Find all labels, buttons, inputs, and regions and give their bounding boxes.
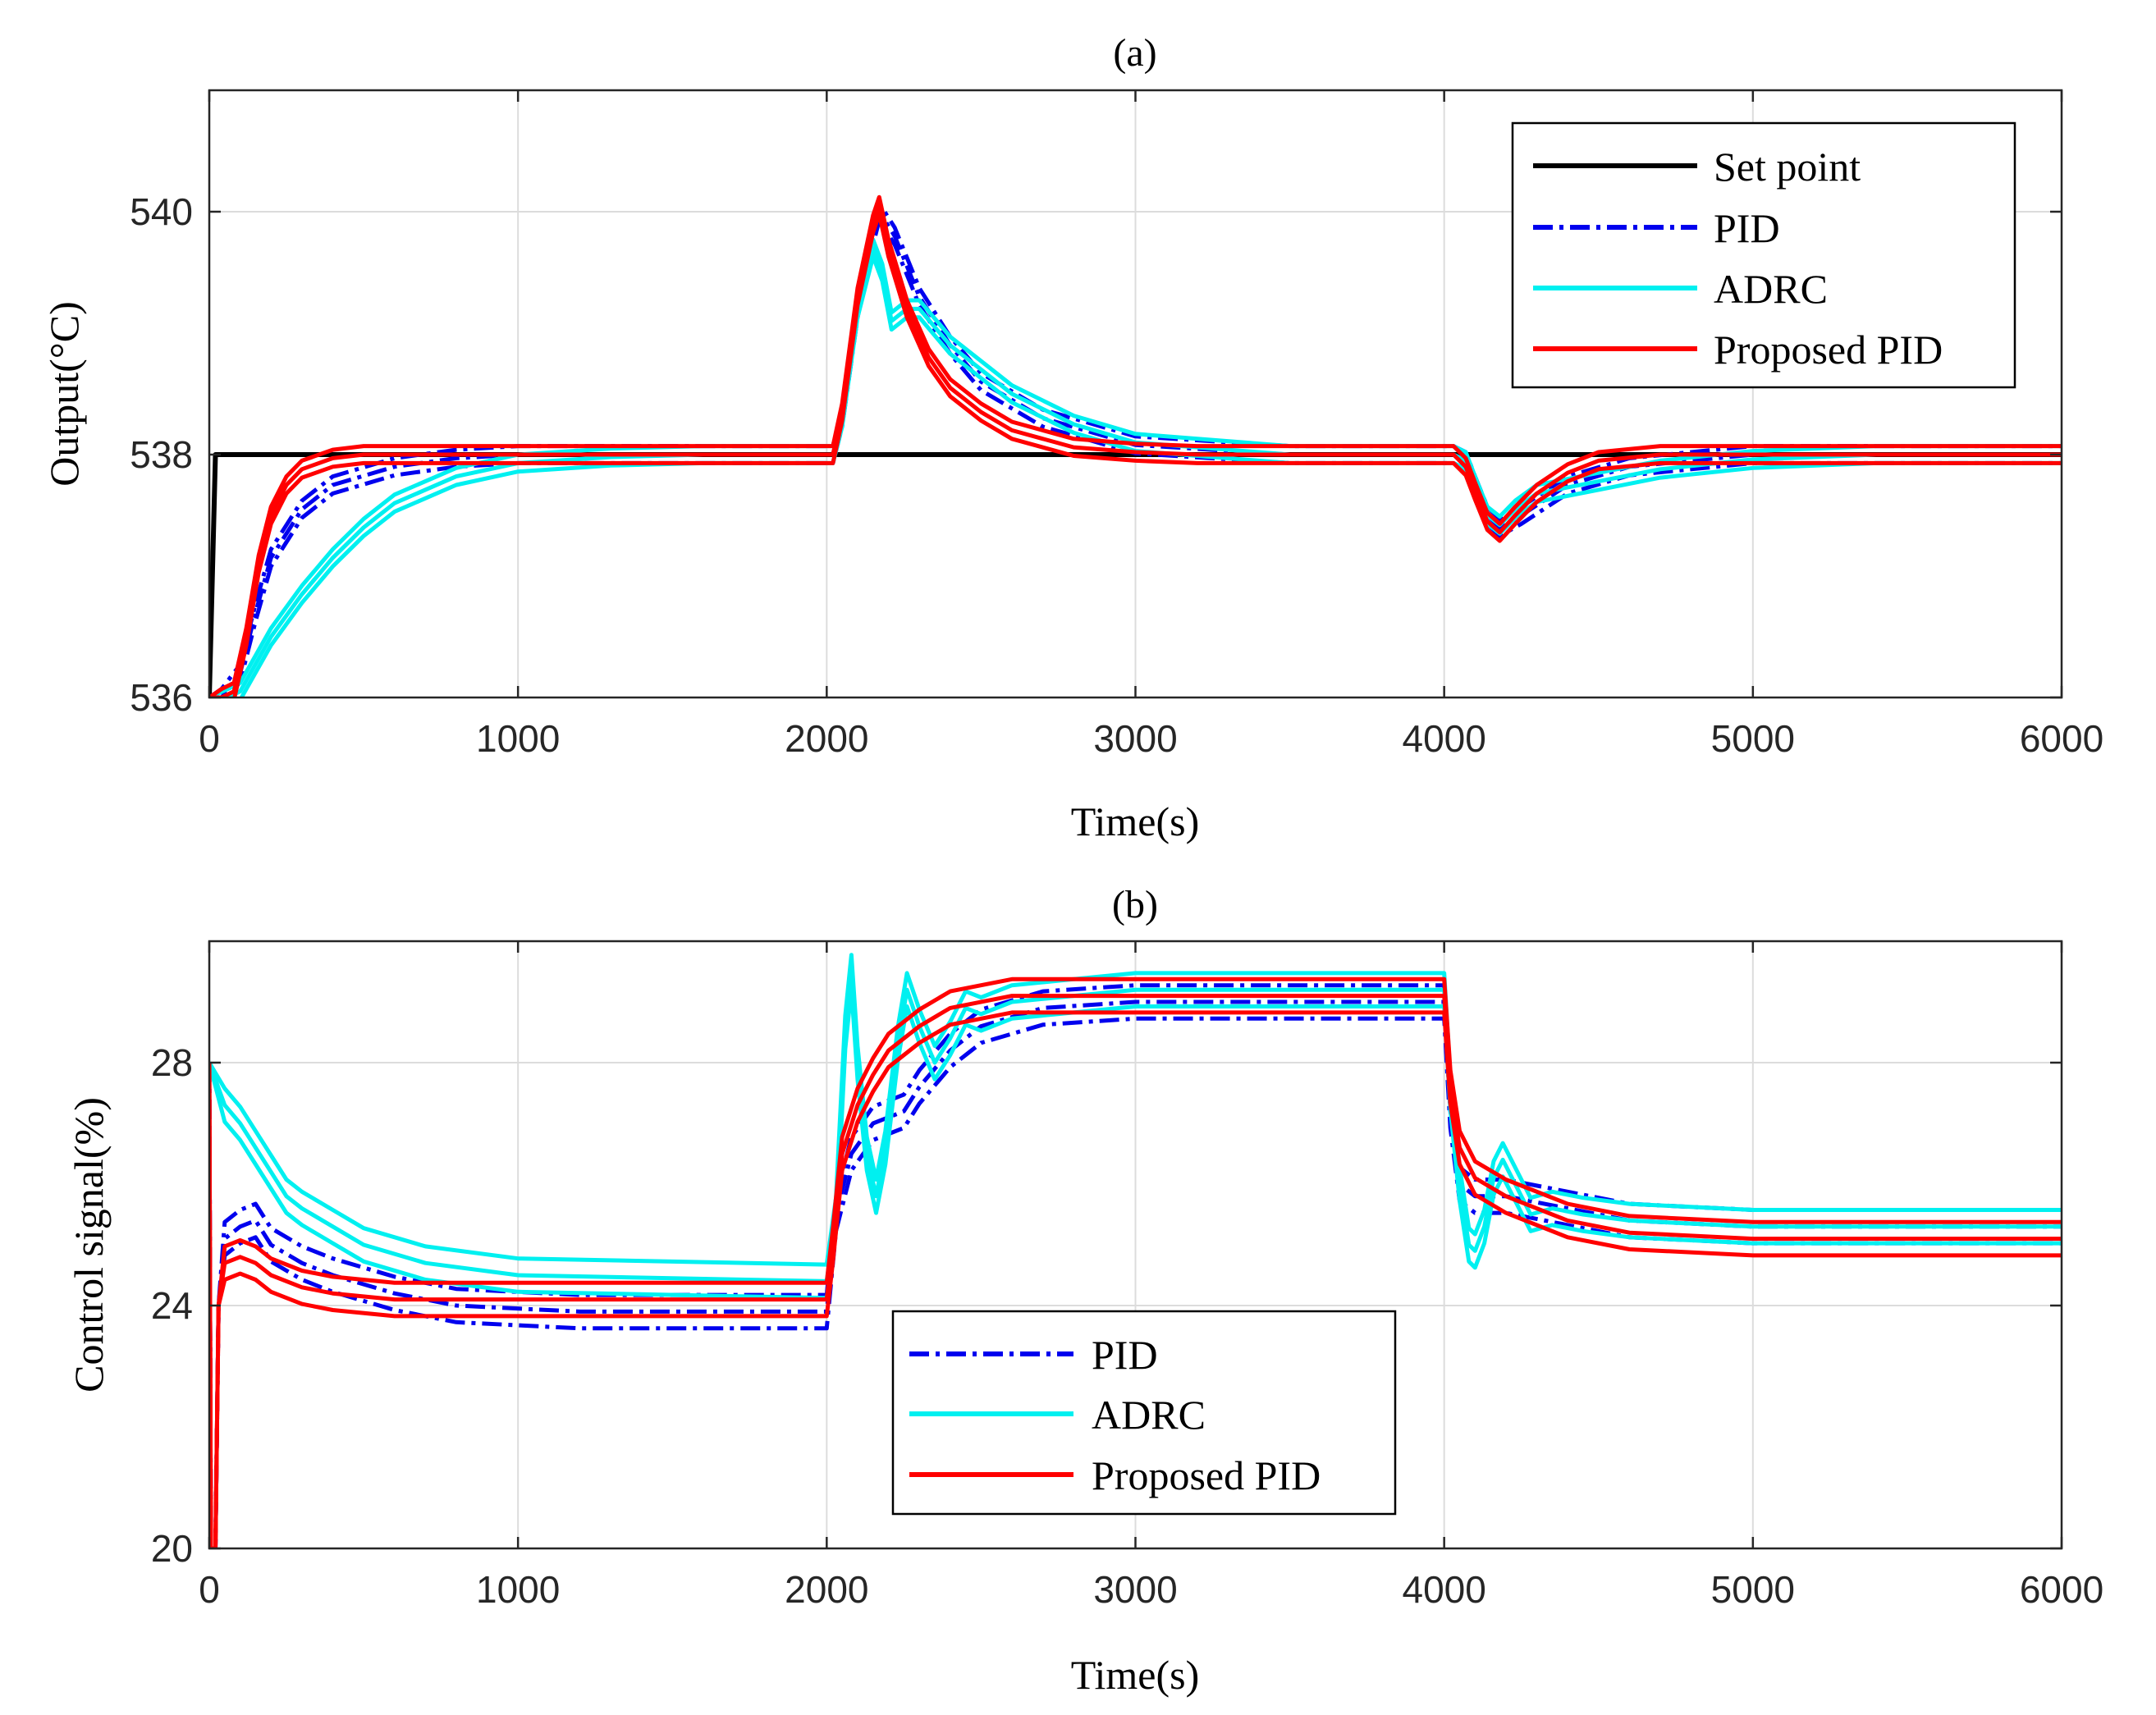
series-line-adrc-b-0 — [209, 986, 2062, 1301]
series-line-proposed-pid-b-0 — [209, 1010, 2062, 1548]
legend-b: PID ADRC Proposed PID — [891, 1310, 1397, 1516]
series-line-proposed-pid-a-1 — [209, 204, 2062, 697]
y-tick-label: 540 — [130, 190, 193, 233]
legend-label-proposed-a: Proposed PID — [1714, 327, 1943, 373]
x-tick-label: 0 — [199, 717, 220, 760]
series-group-b — [209, 953, 2062, 1548]
y-tick-label: 28 — [151, 1041, 193, 1084]
legend-a: Set point PID ADRC Proposed PID — [1511, 121, 2016, 389]
series-line-adrc-b-2 — [209, 953, 2062, 1267]
x-tick-label: 5000 — [1711, 1568, 1795, 1611]
x-tick-label: 2000 — [785, 717, 868, 760]
legend-label-adrc-a: ADRC — [1714, 266, 1828, 312]
grid-b — [209, 941, 2062, 1548]
x-tick-label: 6000 — [2020, 717, 2103, 760]
x-axis-label-a: Time(s) — [1071, 798, 1200, 844]
series-line-pid-b-2 — [209, 983, 2062, 1548]
x-tick-label: 2000 — [785, 1568, 868, 1611]
x-tick-label: 1000 — [476, 1568, 560, 1611]
y-axis-label-a: Output(°C) — [41, 301, 87, 487]
legend-label-adrc-b: ADRC — [1092, 1392, 1206, 1438]
series-line-adrc-a-2 — [209, 237, 2062, 697]
y-tick-label: 538 — [130, 433, 193, 476]
chart-b: 0 1000 2000 3000 4000 5000 6000 20 24 28 (b) Time… — [66, 883, 2103, 1698]
y-axis-label-b: Control signal(%) — [66, 1097, 112, 1393]
x-tick-label: 5000 — [1711, 717, 1795, 760]
x-axis-label-b: Time(s) — [1071, 1652, 1200, 1698]
tick-labels-a: 0 1000 2000 3000 4000 5000 6000 536 538 540 — [130, 190, 2103, 760]
ticks-b — [208, 941, 2063, 1550]
legend-label-setpoint: Set point — [1714, 144, 1861, 190]
legend-label-proposed-b: Proposed PID — [1092, 1452, 1321, 1498]
y-tick-label: 20 — [151, 1527, 193, 1570]
chart-title-a: (a) — [1113, 31, 1156, 75]
x-tick-label: 4000 — [1402, 1568, 1485, 1611]
chart-a: 0 1000 2000 3000 4000 5000 6000 536 538 540 (a) T… — [41, 31, 2103, 844]
series-line-proposed-pid-b-1 — [209, 994, 2062, 1548]
series-line-adrc-b-1 — [209, 969, 2062, 1283]
x-tick-label: 6000 — [2020, 1568, 2103, 1611]
x-tick-label: 4000 — [1402, 717, 1485, 760]
y-tick-label: 24 — [151, 1284, 193, 1327]
series-line-proposed-pid-a-0 — [209, 212, 2062, 697]
series-line-pid-b-1 — [209, 999, 2062, 1548]
y-tick-label: 536 — [130, 676, 193, 719]
legend-label-pid-a: PID — [1714, 205, 1780, 251]
tick-labels-b: 0 1000 2000 3000 4000 5000 6000 20 24 28 — [151, 1041, 2103, 1611]
x-tick-label: 1000 — [476, 717, 560, 760]
legend-label-pid-b: PID — [1092, 1332, 1158, 1378]
x-tick-label: 0 — [199, 1568, 220, 1611]
x-tick-label: 3000 — [1093, 717, 1177, 760]
series-line-proposed-pid-b-2 — [209, 976, 2062, 1548]
chart-title-b: (b) — [1112, 883, 1158, 926]
x-tick-label: 3000 — [1093, 1568, 1177, 1611]
series-line-proposed-pid-a-2 — [209, 194, 2062, 697]
ticks-a — [208, 90, 2063, 699]
series-group-a — [209, 194, 2062, 697]
